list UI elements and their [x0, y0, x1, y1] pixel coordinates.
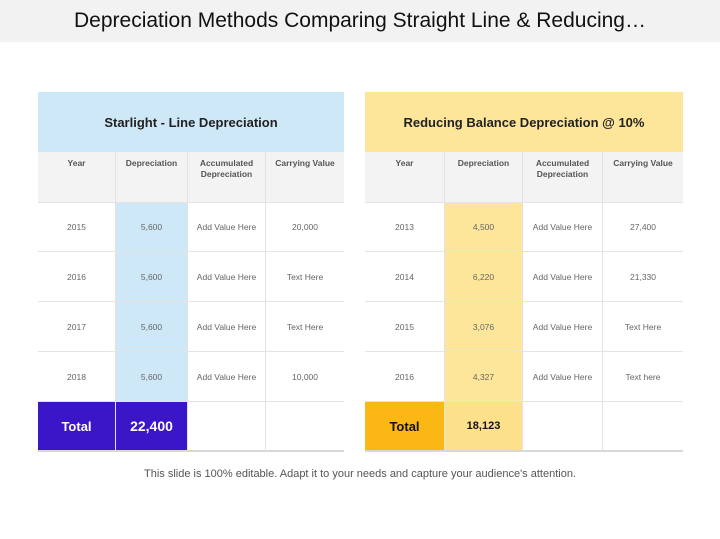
total-label: Total — [365, 402, 445, 452]
table-row: 2014 6,220 Add Value Here 21,330 — [365, 252, 683, 302]
cell-accumulated: Add Value Here — [523, 252, 603, 302]
cell-depreciation: 6,220 — [445, 252, 523, 302]
cell-carrying-value: 21,330 — [603, 252, 683, 302]
cell-depreciation: 4,500 — [445, 202, 523, 252]
slide-title: Depreciation Methods Comparing Straight … — [74, 9, 646, 32]
cell-depreciation: 5,600 — [116, 252, 188, 302]
cell-year: 2018 — [38, 352, 116, 402]
column-header-depreciation: Depreciation — [116, 152, 188, 202]
table-row: 2015 3,076 Add Value Here Text Here — [365, 302, 683, 352]
column-header-accumulated: Accumulated Depreciation — [188, 152, 266, 202]
cell-depreciation: 5,600 — [116, 202, 188, 252]
straight-line-table: Starlight - Line Depreciation Year Depre… — [38, 92, 344, 452]
column-header-year: Year — [365, 152, 445, 202]
straight-line-total-row: Total 22,400 — [38, 402, 344, 452]
cell-carrying-value: Text here — [603, 352, 683, 402]
cell-depreciation: 4,327 — [445, 352, 523, 402]
straight-line-header: Starlight - Line Depreciation — [38, 92, 344, 152]
cell-carrying-value: Text Here — [603, 302, 683, 352]
cell-year: 2016 — [38, 252, 116, 302]
column-header-accumulated: Accumulated Depreciation — [523, 152, 603, 202]
table-row: 2015 5,600 Add Value Here 20,000 — [38, 202, 344, 252]
cell-year: 2014 — [365, 252, 445, 302]
cell-accumulated: Add Value Here — [523, 352, 603, 402]
cell-carrying-value: Text Here — [266, 302, 344, 352]
reducing-balance-column-headers: Year Depreciation Accumulated Depreciati… — [365, 152, 683, 202]
straight-line-column-headers: Year Depreciation Accumulated Depreciati… — [38, 152, 344, 202]
cell-year: 2015 — [365, 302, 445, 352]
cell-carrying-value: 27,400 — [603, 202, 683, 252]
cell-carrying-value: 20,000 — [266, 202, 344, 252]
footer-note: This slide is 100% editable. Adapt it to… — [144, 468, 576, 480]
cell-accumulated: Add Value Here — [188, 252, 266, 302]
empty-cell — [188, 402, 266, 452]
empty-cell — [523, 402, 603, 452]
reducing-balance-header: Reducing Balance Depreciation @ 10% — [365, 92, 683, 152]
total-value: 22,400 — [116, 402, 188, 452]
cell-depreciation: 5,600 — [116, 302, 188, 352]
empty-cell — [603, 402, 683, 452]
cell-year: 2016 — [365, 352, 445, 402]
table-row: 2013 4,500 Add Value Here 27,400 — [365, 202, 683, 252]
cell-year: 2015 — [38, 202, 116, 252]
cell-accumulated: Add Value Here — [523, 202, 603, 252]
cell-depreciation: 5,600 — [116, 352, 188, 402]
cell-accumulated: Add Value Here — [523, 302, 603, 352]
cell-year: 2013 — [365, 202, 445, 252]
cell-accumulated: Add Value Here — [188, 352, 266, 402]
table-row: 2016 4,327 Add Value Here Text here — [365, 352, 683, 402]
empty-cell — [266, 402, 344, 452]
cell-carrying-value: Text Here — [266, 252, 344, 302]
cell-accumulated: Add Value Here — [188, 302, 266, 352]
cell-depreciation: 3,076 — [445, 302, 523, 352]
column-header-year: Year — [38, 152, 116, 202]
table-row: 2016 5,600 Add Value Here Text Here — [38, 252, 344, 302]
reducing-balance-table: Reducing Balance Depreciation @ 10% Year… — [365, 92, 683, 452]
cell-accumulated: Add Value Here — [188, 202, 266, 252]
reducing-balance-total-row: Total 18,123 — [365, 402, 683, 452]
cell-year: 2017 — [38, 302, 116, 352]
table-row: 2018 5,600 Add Value Here 10,000 — [38, 352, 344, 402]
cell-carrying-value: 10,000 — [266, 352, 344, 402]
total-label: Total — [38, 402, 116, 452]
table-row: 2017 5,600 Add Value Here Text Here — [38, 302, 344, 352]
total-value: 18,123 — [445, 402, 523, 452]
column-header-carrying-value: Carrying Value — [603, 152, 683, 202]
column-header-depreciation: Depreciation — [445, 152, 523, 202]
column-header-carrying-value: Carrying Value — [266, 152, 344, 202]
title-bar — [0, 0, 720, 42]
